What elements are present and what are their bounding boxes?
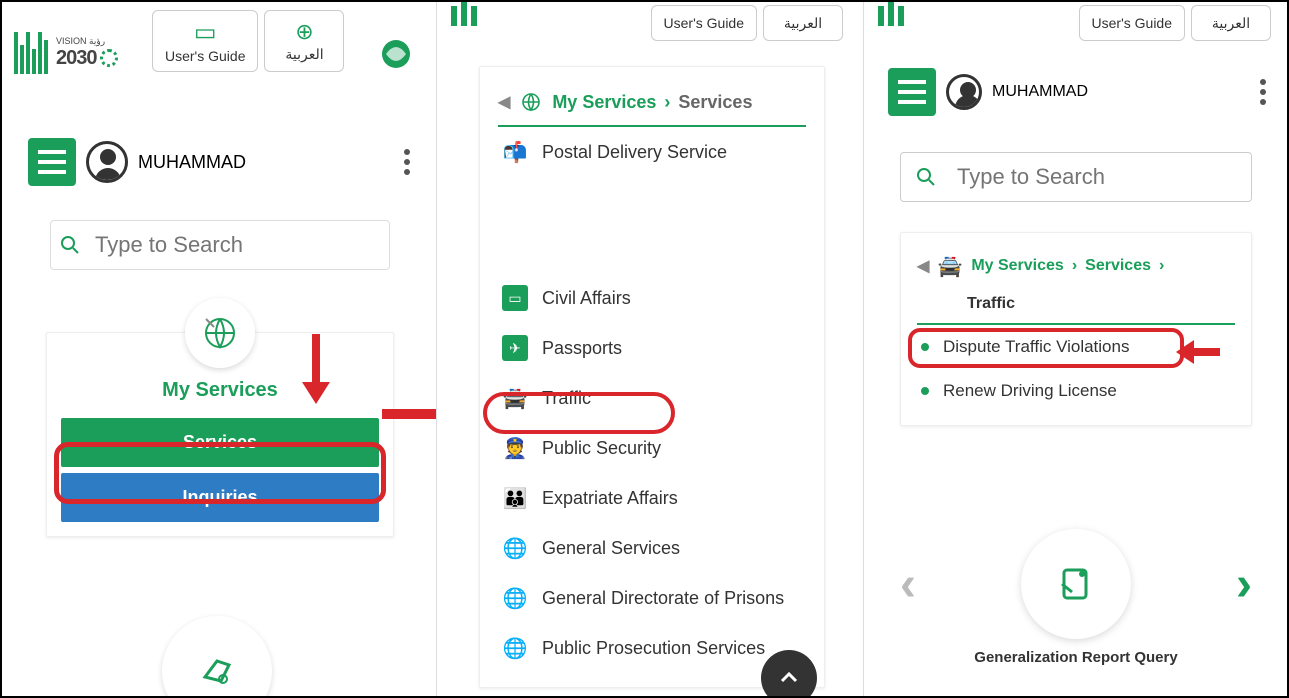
breadcrumb-my-services[interactable]: My Services [971, 257, 1064, 275]
carousel-card-icon[interactable] [1021, 529, 1131, 639]
list-item-civil[interactable]: ▭ Civil Affairs [498, 273, 806, 323]
list-item-general-services[interactable]: 🌐 General Services [498, 523, 806, 573]
vision-2030-logo: VISION رؤية 2030 [56, 37, 118, 69]
book-icon: ▭ [194, 18, 217, 47]
users-guide-tab[interactable]: ▭ User's Guide [152, 10, 258, 72]
breadcrumb-services: Services [678, 92, 752, 113]
globe-icon: 🌐 [502, 535, 528, 561]
vision-year: 2030 [56, 47, 97, 69]
bullet-icon [921, 343, 929, 351]
highlight-services-circle [54, 442, 386, 504]
list-item-traffic[interactable]: 🚔 Traffic [498, 373, 806, 423]
avatar-icon[interactable] [946, 74, 982, 110]
panel-1-home: VISION رؤية 2030 ▭ User's Guide ⊕ العربي… [2, 2, 437, 696]
globe-icon: 🌐 [502, 635, 528, 661]
bullet-icon [921, 387, 929, 395]
id-card-icon: ▭ [502, 285, 528, 311]
more-options-icon[interactable] [1260, 79, 1266, 105]
services-globe-icon [185, 298, 255, 368]
arabic-tab[interactable]: العربية [1191, 5, 1271, 41]
back-icon[interactable]: ◀ [498, 92, 510, 112]
breadcrumb: ◀ 🚔 My Services › Services › Traffic [917, 245, 1235, 321]
security-icon: 👮 [502, 435, 528, 461]
hamburger-menu-icon[interactable] [28, 138, 76, 186]
breadcrumb-traffic: Traffic [967, 295, 1015, 313]
user-name-label: MUHAMMAD [992, 83, 1088, 101]
services-button[interactable]: Services [61, 418, 379, 467]
my-services-heading: My Services [61, 379, 379, 402]
list-item-public-security[interactable]: 👮 Public Security [498, 423, 806, 473]
list-item-postal[interactable]: 📬 Postal Delivery Service [498, 127, 806, 177]
search-input[interactable] [951, 154, 1251, 200]
carousel-title: Generalization Report Query [900, 649, 1252, 666]
emblem-small-icon [874, 2, 938, 39]
brand-barcode-icon [14, 32, 48, 74]
list-item-expatriate[interactable]: 👪 Expatriate Affairs [498, 473, 806, 523]
panel-3-traffic-services: User's Guide العربية MUHAMMAD ◀ 🚔 My Ser… [864, 2, 1289, 696]
breadcrumb: ◀ My Services › Services [498, 81, 806, 123]
more-options-icon[interactable] [404, 149, 410, 175]
arabic-tab[interactable]: ⊕ العربية [264, 10, 344, 72]
list-item-prosecution[interactable]: 🌐 Public Prosecution Services [498, 623, 806, 673]
panel-2-services-list: User's Guide العربية ◀ My Services › Ser… [437, 2, 864, 696]
users-guide-tab[interactable]: User's Guide [651, 5, 757, 41]
avatar-icon[interactable] [86, 141, 128, 183]
misc-card-icon [162, 616, 272, 696]
back-icon[interactable]: ◀ [917, 256, 929, 276]
globe-icon: ⊕ [295, 19, 313, 45]
people-icon: 👪 [502, 485, 528, 511]
carousel-prev-icon[interactable]: ‹ [900, 557, 916, 612]
user-name-label: MUHAMMAD [138, 152, 246, 173]
search-icon [51, 235, 89, 255]
list-item-renew-license[interactable]: Renew Driving License [917, 369, 1235, 413]
traffic-icon: 🚔 [502, 385, 528, 411]
traffic-small-icon: 🚔 [937, 253, 963, 279]
carousel-next-icon[interactable]: › [1236, 557, 1252, 612]
arabic-tab[interactable]: العربية [763, 5, 843, 41]
search-input[interactable] [89, 222, 389, 268]
breadcrumb-services[interactable]: Services [1085, 257, 1151, 275]
list-item-dispute-violations[interactable]: Dispute Traffic Violations [917, 325, 1235, 369]
list-item-prisons[interactable]: 🌐 General Directorate of Prisons [498, 573, 806, 623]
users-guide-tab[interactable]: User's Guide [1079, 5, 1185, 41]
breadcrumb-my-services[interactable]: My Services [552, 92, 656, 113]
search-icon [901, 167, 951, 187]
globe-icon: 🌐 [502, 585, 528, 611]
mailbox-icon: 📬 [502, 139, 528, 165]
emblem-small-icon [447, 2, 511, 39]
hamburger-menu-icon[interactable] [888, 68, 936, 116]
gear-icon [100, 49, 118, 67]
passport-icon: ✈ [502, 335, 528, 361]
list-item-passports[interactable]: ✈ Passports [498, 323, 806, 373]
globe-small-icon [518, 89, 544, 115]
inquiries-button[interactable]: Inquiries [61, 473, 379, 522]
emblem-icon [374, 32, 418, 81]
brand-area: VISION رؤية 2030 [14, 32, 118, 74]
